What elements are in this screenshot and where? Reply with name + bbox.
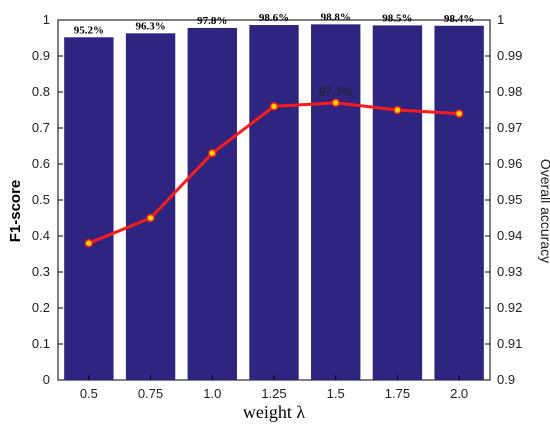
bar-value-label: 98.6% [259, 12, 289, 24]
left-tick-label: 0.4 [32, 228, 50, 243]
right-tick-label: 0.95 [497, 192, 522, 207]
accuracy-point [208, 148, 217, 158]
bar-value-label: 95.2% [74, 24, 104, 36]
x-axis-ticks: 0.5 0.75 1.0 1.25 1.5 1.75 2.0 [80, 375, 468, 401]
accuracy-point [84, 238, 94, 248]
bar [311, 24, 361, 380]
accuracy-point [454, 109, 464, 118]
bar [187, 27, 237, 380]
bar-value-label: 96.3% [135, 20, 165, 32]
right-tick-label: 0.92 [497, 300, 522, 315]
accuracy-line [84, 98, 464, 248]
right-tick-label: 0.9 [497, 372, 515, 387]
y2-axis-title: Overall accuracy [538, 159, 550, 263]
bar [249, 25, 299, 380]
left-tick-label: 0.3 [32, 264, 50, 279]
right-tick-label: 0.96 [497, 156, 522, 171]
bar-value-label: 98.4% [444, 13, 474, 25]
x-tick-label: 2.0 [450, 386, 468, 401]
bar [64, 37, 114, 380]
bar [372, 25, 423, 381]
left-tick-label: 1 [43, 12, 50, 27]
line-annotation: 97.7% [319, 85, 353, 99]
y-axis-title: F1-score [7, 180, 24, 243]
bar-labels: 95.2% 96.3% 97.8% 98.6% 98.8% 98.5% 98.4% [74, 11, 475, 36]
bar-value-label: 98.5% [382, 12, 412, 24]
bar [125, 33, 176, 380]
bar [434, 25, 484, 380]
x-tick-label: 1.5 [327, 386, 345, 401]
accuracy-point [269, 102, 279, 111]
right-tick-label: 0.93 [497, 264, 522, 279]
right-tick-label: 1 [497, 12, 504, 27]
accuracy-point [146, 213, 155, 223]
left-axis-ticks: 0 0.1 0.2 0.3 0.4 0.5 0.6 0.7 0.8 0.9 1 [32, 12, 63, 387]
right-tick-label: 0.99 [497, 48, 522, 63]
left-tick-label: 0.2 [32, 300, 50, 315]
x-tick-label: 1.25 [261, 386, 286, 401]
left-tick-label: 0.5 [32, 192, 50, 207]
x-tick-label: 0.5 [80, 386, 98, 401]
right-axis-ticks: 0.9 0.91 0.92 0.93 0.94 0.95 0.96 0.97 0.98 0.99 1 [485, 12, 522, 387]
right-tick-label: 0.91 [497, 336, 522, 351]
x-axis-title: weight λ [243, 402, 305, 422]
right-tick-label: 0.98 [497, 84, 522, 99]
left-tick-label: 0 [43, 372, 50, 387]
left-tick-label: 0.9 [32, 48, 50, 63]
bar-value-label: 98.8% [321, 11, 351, 23]
bars [64, 24, 484, 381]
accuracy-point [393, 105, 402, 115]
left-tick-label: 0.1 [32, 336, 50, 351]
x-tick-label: 1.75 [385, 386, 410, 401]
left-tick-label: 0.6 [32, 156, 50, 171]
right-tick-label: 0.97 [497, 120, 522, 135]
left-tick-label: 0.8 [32, 84, 50, 99]
x-tick-label: 1.0 [203, 386, 221, 401]
x-tick-label: 0.75 [138, 386, 163, 401]
right-tick-label: 0.94 [497, 228, 522, 243]
bar-value-label: 97.8% [197, 15, 227, 27]
left-tick-label: 0.7 [32, 120, 50, 135]
accuracy-point [331, 98, 340, 108]
